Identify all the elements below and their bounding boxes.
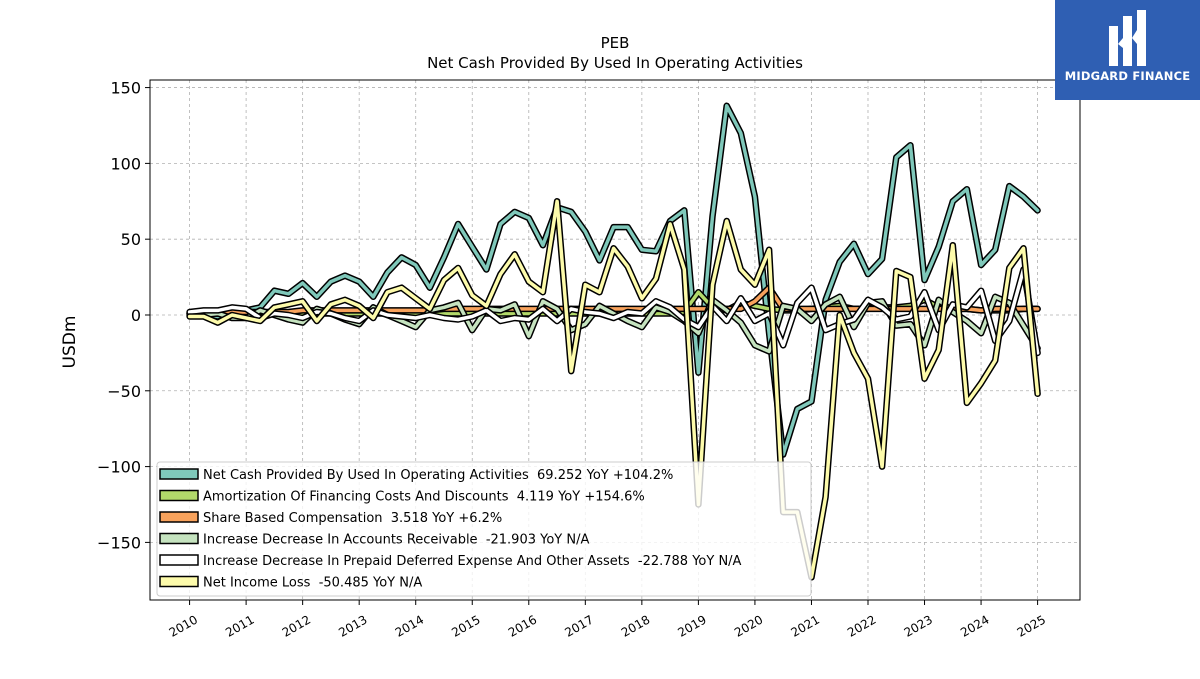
legend-swatch	[159, 468, 199, 480]
y-tick-label: −100	[97, 458, 141, 477]
series-line	[187, 267, 1040, 355]
y-tick-label: 150	[110, 79, 141, 98]
x-tick-label: 2015	[449, 612, 482, 639]
legend-label: Share Based Compensation 3.518 YoY +6.2%	[203, 511, 502, 526]
y-tick-label: −50	[107, 382, 141, 401]
legend-swatch	[159, 532, 199, 545]
legend-label: Net Cash Provided By Used In Operating A…	[203, 468, 673, 483]
x-tick-label: 2021	[789, 612, 822, 639]
x-tick-label: 2019	[675, 612, 708, 639]
x-tick-label: 2017	[562, 612, 595, 639]
logo-text: MIDGARD FINANCE	[1064, 69, 1191, 83]
x-tick-label: 2023	[902, 612, 935, 639]
x-tick-label: 2024	[958, 612, 991, 639]
chart-subtitle: Net Cash Provided By Used In Operating A…	[427, 54, 803, 72]
x-tick-label: 2012	[280, 612, 313, 639]
legend-label: Net Income Loss -50.485 YoY N/A	[203, 576, 422, 591]
logo-icon	[1109, 10, 1146, 66]
legend-box	[156, 461, 812, 597]
legend: Net Cash Provided By Used In Operating A…	[156, 461, 812, 597]
series-5	[186, 198, 1041, 581]
series-line	[187, 104, 1040, 457]
x-tick-label: 2011	[223, 612, 256, 639]
y-tick-label: 100	[110, 154, 141, 173]
x-tick-label: 2018	[619, 612, 652, 639]
x-tick-label: 2014	[393, 612, 426, 639]
x-tick-label: 2020	[732, 612, 765, 639]
legend-label: Increase Decrease In Accounts Receivable…	[203, 533, 589, 548]
series-lines	[186, 102, 1041, 581]
x-tick-label: 2013	[336, 612, 369, 639]
y-axis-label: USDm	[60, 316, 80, 369]
y-tick-label: 50	[121, 230, 141, 249]
brand-logo: MIDGARD FINANCE	[1055, 0, 1200, 100]
legend-swatch	[159, 489, 199, 502]
legend-label: Amortization Of Financing Costs And Disc…	[203, 490, 645, 505]
plot-frame	[149, 79, 1081, 601]
x-tick-label: 2022	[845, 612, 878, 639]
series-0	[186, 102, 1041, 458]
x-tick-label: 2010	[167, 612, 200, 639]
series-line	[187, 199, 1040, 580]
legend-label: Increase Decrease In Prepaid Deferred Ex…	[203, 554, 742, 569]
legend-swatch	[159, 554, 199, 566]
y-tick-label: −150	[97, 533, 141, 552]
y-tick-label: 0	[131, 306, 141, 325]
chart-title: PEB	[601, 34, 630, 52]
x-tick-label: 2025	[1015, 612, 1048, 639]
series-4	[186, 266, 1041, 357]
legend-swatch	[159, 511, 199, 523]
legend-swatch	[159, 575, 199, 588]
x-tick-label: 2016	[506, 612, 539, 639]
